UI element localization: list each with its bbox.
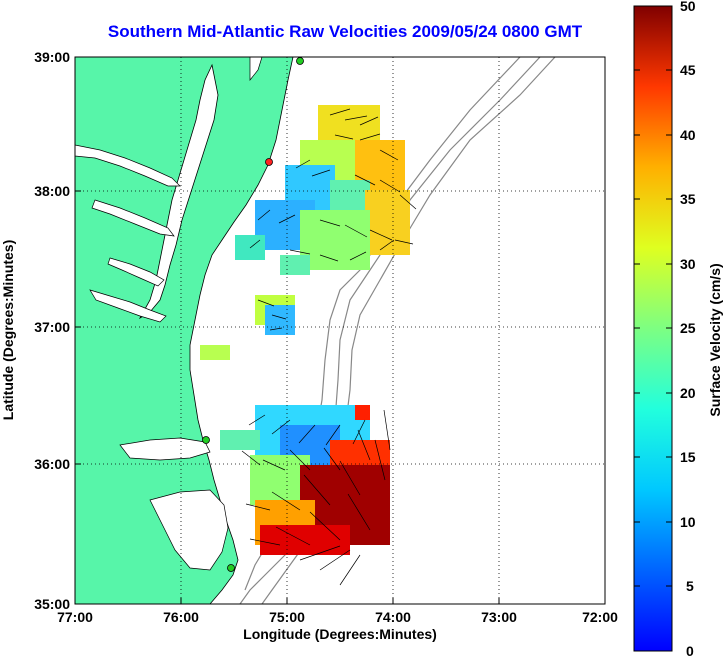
x-tick-label: 73:00 [481,609,517,625]
x-tick-labels: 77:00 76:00 75:00 74:00 73:00 72:00 [57,609,618,625]
plot-area [75,57,605,604]
delaware-bay-edge [249,57,263,81]
station-marker-south [227,564,235,572]
colorbar-tick-marks [634,5,672,652]
colorbar-tick-label: 25 [680,320,696,336]
y-tick-labels: 39:00 38:00 37:00 36:00 35:00 [34,49,70,612]
colorbar-tick-labels: 50 45 40 35 30 25 20 15 10 5 0 [680,0,696,659]
york-river [107,257,165,287]
x-tick-label: 72:00 [582,609,618,625]
colorbar-tick-label: 5 [686,578,694,594]
velocity-vectors [241,108,417,586]
colorbar-tick-label: 40 [680,127,696,143]
potomac-river [75,144,181,187]
y-tick-label: 37:00 [34,319,70,335]
velocity-field-middle [200,295,295,360]
x-tick-label: 77:00 [57,609,93,625]
y-tick-label: 39:00 [34,49,70,65]
colorbar-tick-label: 0 [686,643,694,659]
pamlico-sound [149,489,229,571]
colorbar-label: Surface Velocity (cm/s) [707,263,723,416]
albemarle-sound [119,437,211,461]
axis-tick-marks [74,56,606,605]
station-marker-mid [202,436,210,444]
station-marker-north [296,57,304,65]
grid-lines [75,57,605,604]
map-title: Southern Mid-Atlantic Raw Velocities 200… [107,22,583,41]
y-tick-label: 36:00 [34,456,70,472]
colorbar-tick-label: 50 [680,0,696,14]
colorbar-tick-label: 15 [680,449,696,465]
x-tick-label: 76:00 [163,609,199,625]
y-tick-label: 35:00 [34,596,70,612]
colorbar-tick-label: 20 [680,385,696,401]
station-marker-red [265,158,273,166]
colorbar-tick-label: 35 [680,191,696,207]
x-tick-label: 75:00 [269,609,305,625]
y-tick-label: 38:00 [34,183,70,199]
colorbar-tick-label: 45 [680,62,696,78]
x-axis-label: Longitude (Degrees:Minutes) [243,626,437,642]
james-river [89,289,167,323]
plot-frame [74,56,606,605]
velocity-field-south [220,405,390,555]
y-axis-label: Latitude (Degrees:Minutes) [0,240,16,420]
colorbar-tick-label: 30 [680,256,696,272]
x-tick-label: 74:00 [375,609,411,625]
colorbar-tick-label: 10 [680,514,696,530]
rappahannock-river [91,199,175,237]
